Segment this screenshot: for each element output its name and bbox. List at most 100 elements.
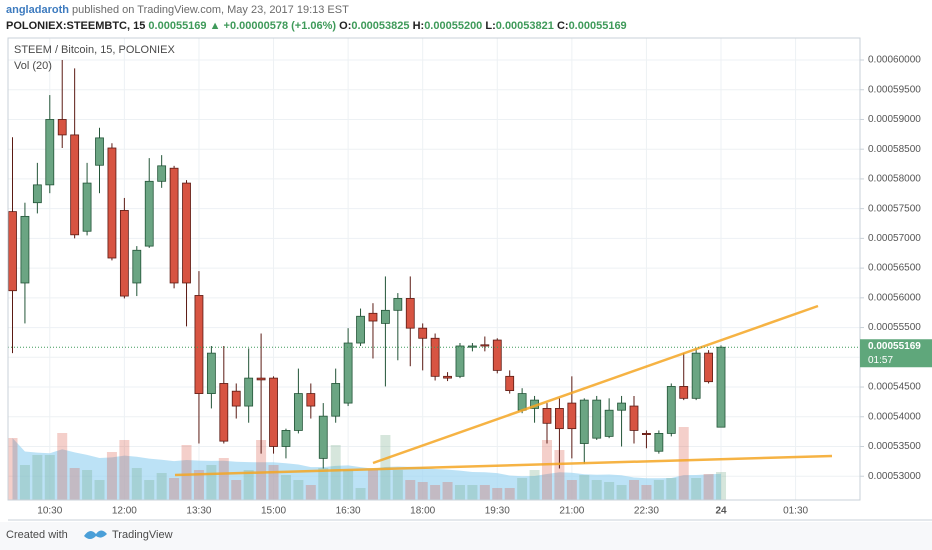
volume-bar: [653, 480, 664, 500]
candle-body: [318, 415, 328, 459]
candle-body: [430, 337, 440, 377]
candle-body: [368, 312, 378, 322]
candle-body: [293, 393, 303, 431]
volume-bar: [268, 465, 279, 500]
candle-body: [691, 352, 701, 399]
candle-body: [405, 298, 415, 329]
candle-body: [555, 408, 564, 430]
y-tick-label: 0.00060000: [868, 55, 921, 66]
volume-bar: [32, 455, 43, 500]
volume-bar: [591, 480, 602, 500]
y-tick-label: 0.00057000: [868, 233, 921, 244]
last-price-label: 0.00055169: [868, 341, 921, 352]
volume-bar: [691, 478, 702, 500]
volume-bar: [169, 478, 180, 500]
y-tick-label: 0.00054500: [868, 382, 921, 393]
y-tick-label: 0.00058000: [868, 174, 921, 185]
volume-bar: [57, 433, 68, 500]
candle-body: [642, 433, 651, 435]
candle-body: [629, 405, 639, 431]
y-tick-label: 0.00056000: [868, 292, 921, 303]
volume-bar: [330, 445, 341, 500]
candle-body: [380, 309, 390, 324]
volume-bar: [156, 473, 167, 500]
volume-bar: [231, 480, 242, 500]
candle-body: [579, 399, 589, 444]
candle-body: [231, 390, 241, 407]
change: ▲ +0.00000578 (+1.06%): [210, 20, 337, 32]
y-tick-label: 0.00055500: [868, 322, 921, 333]
footer-brand: TradingView: [112, 529, 173, 541]
candle-body: [32, 184, 42, 204]
trend-line: [372, 304, 819, 465]
candle-body: [679, 386, 689, 399]
x-tick-label: 21:00: [559, 506, 584, 517]
volume-bar: [293, 480, 304, 500]
chart-title: STEEM / Bitcoin, 15, POLONIEX: [14, 44, 175, 56]
volume-bar: [367, 470, 378, 500]
last-price: 0.00055169: [148, 20, 206, 32]
volume-bar: [541, 440, 552, 500]
candle-body: [443, 375, 452, 379]
y-tick-label: 0.00058500: [868, 144, 921, 155]
candle-body: [331, 383, 341, 417]
x-tick-label: 24: [715, 506, 727, 517]
volume-bar: [703, 474, 714, 500]
last-price-tag: [860, 339, 932, 368]
candle-body: [492, 339, 502, 371]
logo-icon: [84, 530, 107, 539]
symbol: POLONIEX:STEEMBTC, 15: [6, 20, 145, 32]
x-tick-label: 12:00: [112, 506, 137, 517]
candle-body: [57, 119, 67, 136]
candle-body: [82, 182, 92, 232]
h-value: 0.00055200: [424, 20, 482, 32]
volume-bar: [666, 478, 677, 500]
candle-body: [716, 346, 726, 428]
candle-body: [306, 393, 316, 407]
volume-bar: [318, 468, 329, 500]
volume-bar: [380, 435, 391, 500]
l-label: L:: [485, 20, 495, 32]
volume-bar: [616, 485, 627, 500]
x-tick-label: 22:30: [634, 506, 659, 517]
tradingview-logo[interactable]: TradingView: [84, 529, 173, 541]
candle-body: [567, 402, 577, 430]
x-tick-label: 18:00: [410, 506, 435, 517]
volume-bar: [467, 485, 478, 500]
o-value: 0.00053825: [351, 20, 409, 32]
candle-body: [256, 377, 266, 381]
candle-body: [194, 295, 204, 394]
candle-body: [107, 147, 117, 259]
candle-body: [119, 210, 129, 297]
volume-bar: [19, 465, 30, 500]
published: published on TradingView.com, May 23, 20…: [72, 4, 349, 16]
y-tick-label: 0.00056500: [868, 263, 921, 274]
volume-bar: [44, 455, 55, 500]
o-label: O:: [339, 20, 351, 32]
candle-body: [704, 352, 713, 383]
volume-bar: [193, 470, 204, 500]
candle-body: [95, 137, 104, 166]
candle-body: [132, 249, 142, 284]
author[interactable]: angladaroth: [6, 4, 69, 16]
candle-body: [182, 182, 191, 284]
x-tick-label: 16:30: [336, 506, 361, 517]
candle-body: [592, 399, 602, 439]
candle-body: [455, 345, 465, 377]
volume-bar: [280, 475, 291, 500]
publish-line: angladaroth published on TradingView.com…: [6, 4, 349, 16]
y-tick-label: 0.00053000: [868, 471, 921, 482]
y-tick-label: 0.00059500: [868, 84, 921, 95]
x-tick-label: 01:30: [783, 506, 808, 517]
volume-legend: Vol (20): [14, 60, 52, 72]
volume-bar: [355, 488, 366, 500]
volume-bar: [256, 440, 267, 500]
candle-body: [219, 383, 229, 442]
volume-bar: [206, 465, 217, 500]
candle-body: [517, 393, 527, 411]
volume-bar: [181, 445, 192, 500]
volume-bar: [454, 485, 465, 500]
volume-bar: [82, 470, 93, 500]
volume-bar: [479, 485, 490, 500]
